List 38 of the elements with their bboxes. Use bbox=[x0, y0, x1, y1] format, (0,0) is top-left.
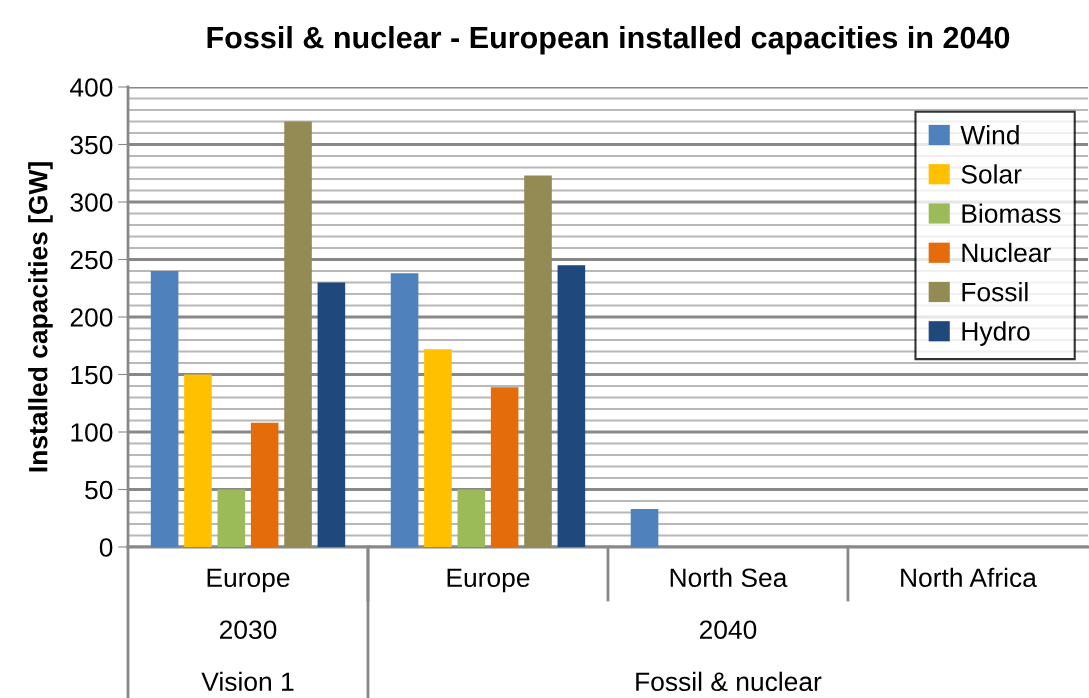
legend-label: Solar bbox=[961, 164, 1022, 184]
y-tick-label: 50 bbox=[85, 480, 113, 500]
y-tick-label: 200 bbox=[70, 308, 113, 327]
bar bbox=[557, 265, 586, 547]
y-tick-label: 350 bbox=[70, 135, 113, 155]
x-tick-label: North Africa bbox=[901, 567, 1037, 588]
bar bbox=[390, 273, 419, 547]
y-tick-label: 0 bbox=[99, 538, 113, 557]
text: 2030 bbox=[219, 620, 277, 640]
legend-label: Fossil bbox=[962, 282, 1028, 302]
bar bbox=[150, 271, 179, 547]
x-tick-label: Europe bbox=[207, 568, 290, 593]
bar bbox=[284, 121, 312, 547]
bar bbox=[217, 489, 246, 547]
y-tick-label: 400 bbox=[70, 78, 113, 97]
bar bbox=[490, 387, 519, 547]
chart-title: Fossil & nuclear - European installed capacities in 2040 bbox=[207, 25, 1010, 55]
y-axis-title: Installed capacities [GW] bbox=[28, 162, 53, 472]
bar bbox=[184, 374, 212, 547]
bar bbox=[524, 175, 552, 547]
bar bbox=[424, 349, 452, 547]
legend-label: Hydro bbox=[962, 321, 1030, 346]
legend-label: Biomass bbox=[962, 203, 1061, 223]
y-tick-label: 250 bbox=[70, 250, 113, 270]
text: Vision 1 bbox=[201, 671, 294, 692]
bar bbox=[457, 489, 486, 547]
y-tick-label: 100 bbox=[71, 423, 113, 442]
x-tick-label: North Sea bbox=[670, 567, 788, 588]
text: Fossil & nuclear bbox=[636, 671, 822, 692]
bar bbox=[250, 422, 279, 547]
text: 2040 bbox=[699, 620, 757, 640]
bar bbox=[317, 282, 346, 547]
legend-label: Nuclear bbox=[962, 242, 1051, 263]
x-tick-label: Europe bbox=[447, 568, 530, 593]
y-tick-label: 300 bbox=[70, 193, 113, 212]
y-tick-label: 150 bbox=[71, 365, 113, 385]
legend-label: Wind bbox=[960, 125, 1019, 145]
bar bbox=[630, 509, 659, 547]
